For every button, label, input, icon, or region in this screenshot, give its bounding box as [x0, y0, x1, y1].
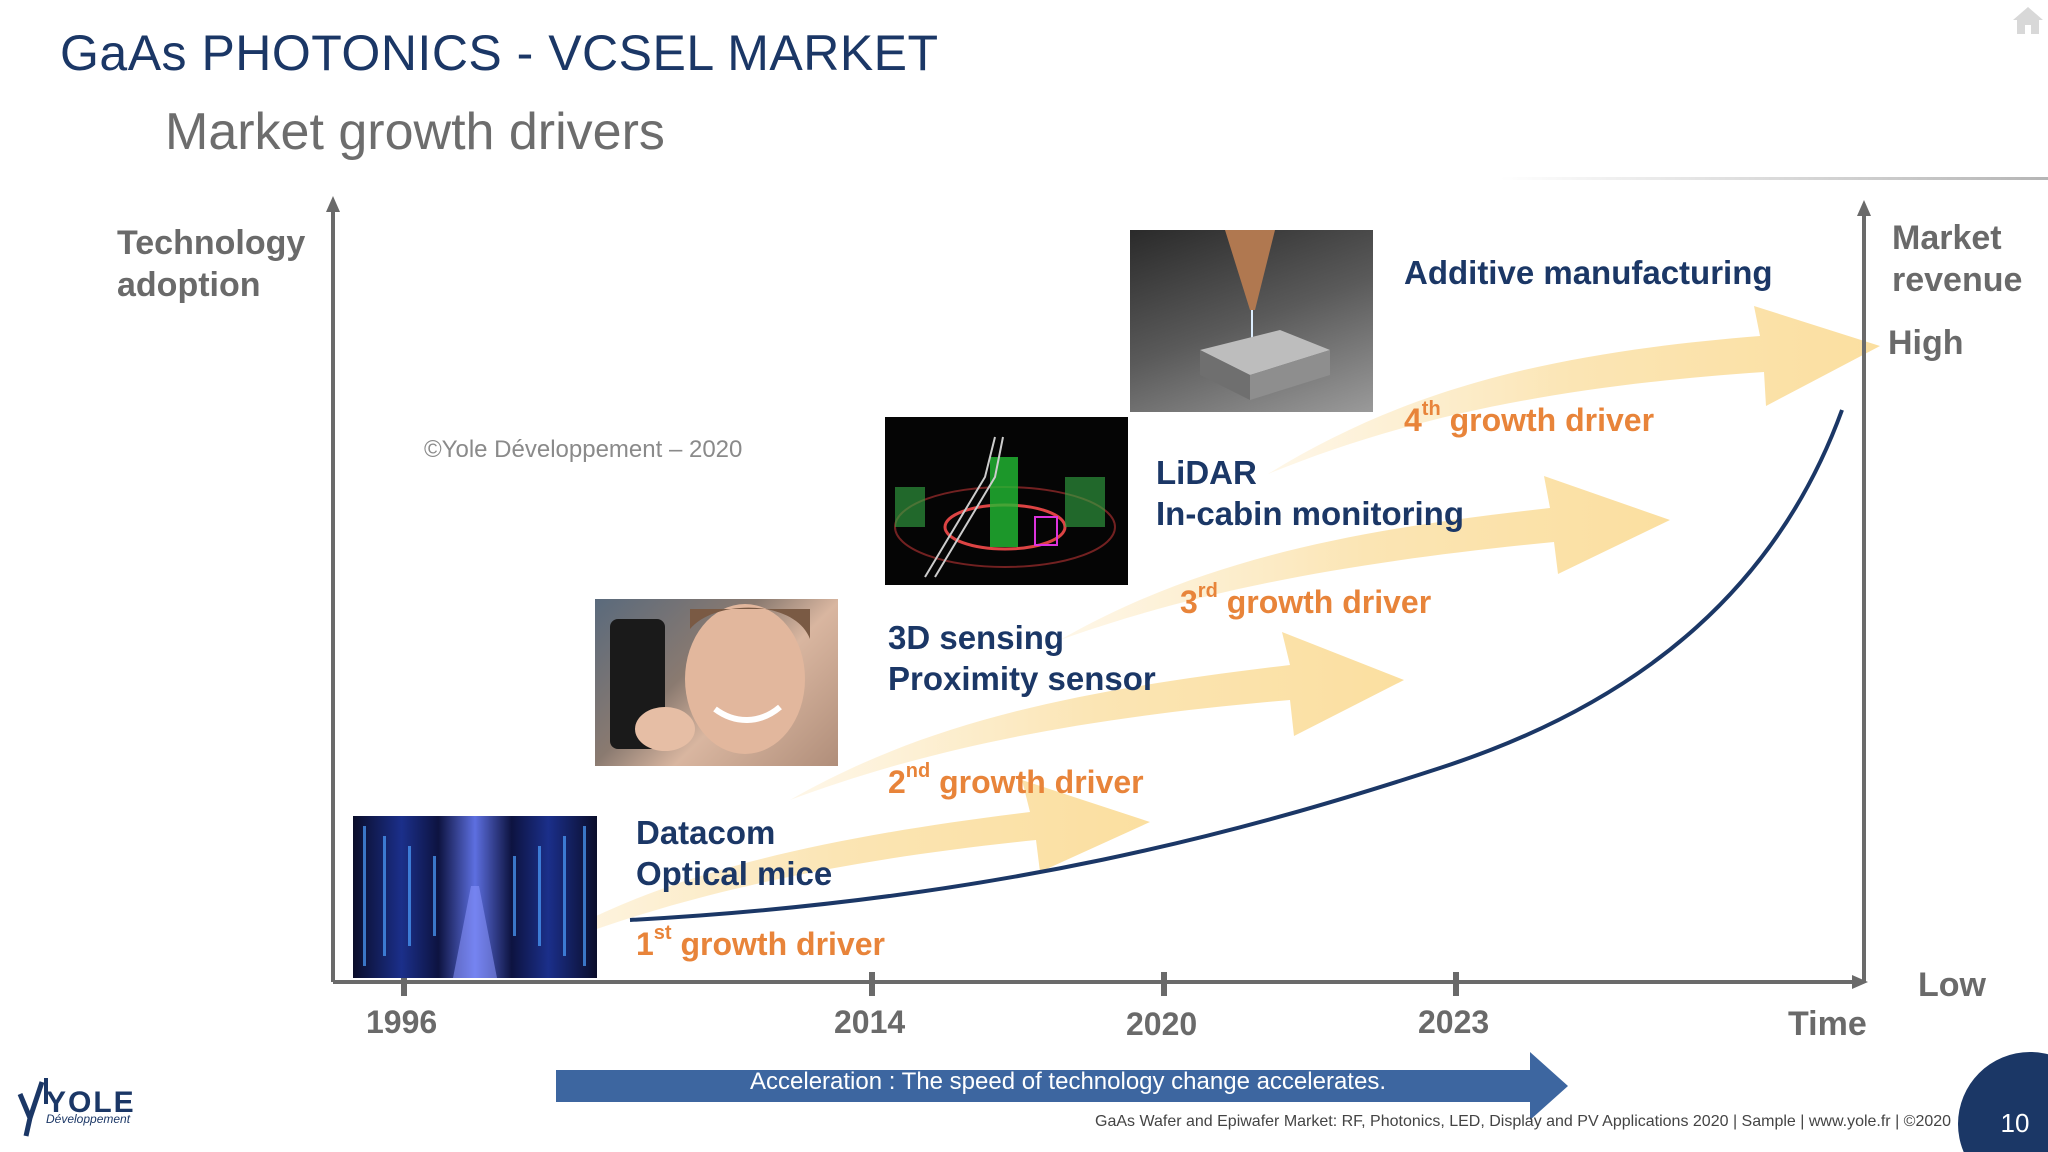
additive-manufacturing-photo — [1130, 230, 1373, 412]
logo-name: YOLE — [46, 1086, 136, 1119]
market-revenue-curve — [629, 409, 1844, 922]
application-label-lidar: LiDAR In-cabin monitoring — [1156, 454, 1464, 532]
application-label-datacom: Datacom Optical mice — [636, 814, 833, 892]
growth-arrow-3 — [1060, 476, 1670, 640]
lidar-pointcloud-photo — [885, 417, 1128, 585]
growth-arrow-4 — [1268, 306, 1880, 474]
slide-title: GaAs PHOTONICS - VCSEL MARKET — [60, 25, 939, 81]
y-axis-right-label: Market revenue — [1892, 219, 2023, 299]
page-number-badge — [1958, 1052, 2048, 1152]
x-tick-label: 1996 — [366, 1004, 438, 1040]
acceleration-arrow — [556, 1052, 1568, 1120]
datacenter-photo — [353, 816, 597, 978]
logo-subtitle: Développement — [46, 1112, 131, 1126]
application-label-additive: Additive manufacturing — [1404, 254, 1773, 291]
footer-text: GaAs Wafer and Epiwafer Market: RF, Phot… — [1095, 1113, 1952, 1130]
smartphone-face-photo — [595, 599, 838, 766]
x-tick-label: 2014 — [834, 1004, 906, 1040]
y-axis-right-high: High — [1888, 324, 1964, 362]
x-tick-label: 2020 — [1126, 1006, 1198, 1042]
x-tick-label: 2023 — [1418, 1004, 1490, 1040]
y-axis-right-low: Low — [1918, 966, 1986, 1004]
acceleration-text: Acceleration : The speed of technology c… — [750, 1068, 1386, 1095]
header-divider — [1500, 177, 2048, 180]
slide-subtitle: Market growth drivers — [165, 103, 665, 161]
copyright-note: ©Yole Développement – 2020 — [424, 436, 743, 463]
application-label-3d-sensing: 3D sensing Proximity sensor — [888, 619, 1156, 697]
growth-arrow-2 — [790, 632, 1404, 800]
page-number: 10 — [2000, 1108, 2030, 1138]
growth-driver-label-2: 2nd growth driver — [888, 760, 1144, 800]
growth-arrow-1 — [520, 780, 1150, 958]
growth-driver-label-4: 4th growth driver — [1404, 398, 1655, 438]
yole-logo-icon — [17, 1078, 48, 1137]
home-icon[interactable] — [2010, 4, 2046, 36]
growth-driver-label-1: 1st growth driver — [636, 922, 885, 962]
y-axis-left-label: Technology adoption — [117, 224, 306, 304]
growth-driver-label-3: 3rd growth driver — [1180, 580, 1432, 620]
x-axis-label: Time — [1788, 1005, 1867, 1043]
